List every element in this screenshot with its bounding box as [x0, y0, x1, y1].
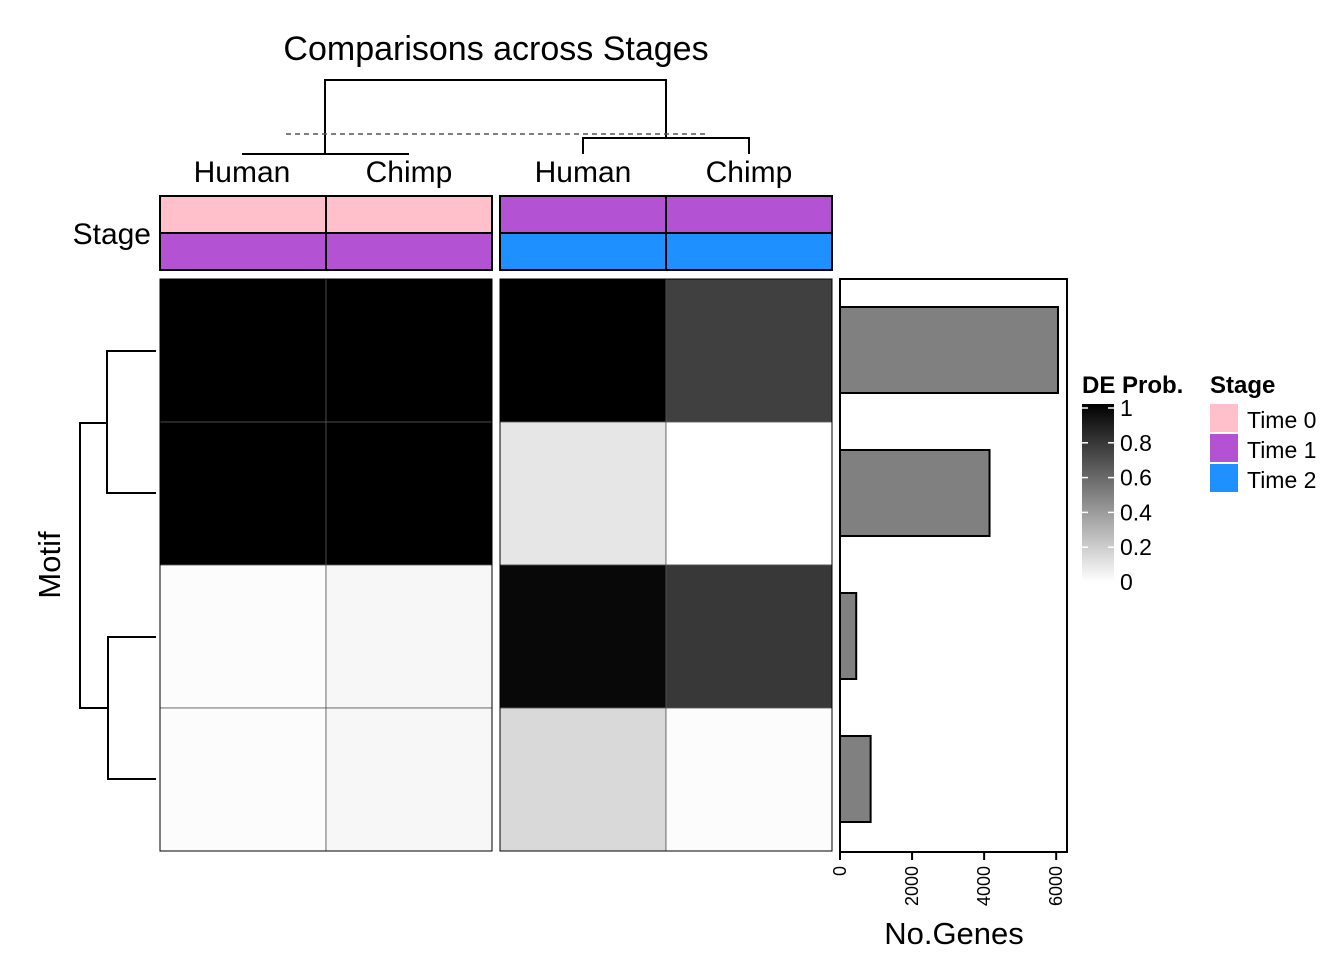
- heatmap-cell: [325, 564, 493, 709]
- stage-annotation-bottom-cell: [159, 232, 327, 271]
- de-prob-tick-label: 0: [1120, 569, 1133, 595]
- column-label-3: Human: [535, 156, 632, 189]
- stage-annotation-bottom-cell: [499, 232, 667, 271]
- heatmap-cell: [499, 421, 667, 566]
- de-prob-tick-label: 1: [1120, 395, 1133, 421]
- heatmap-cell: [325, 707, 493, 852]
- row-dendro-branch-bottom: [107, 636, 156, 780]
- stage-annotation-top-cell: [499, 195, 667, 234]
- col-dendro-branch-root: [324, 79, 667, 154]
- bar-x-tick-label: 6000: [1046, 866, 1066, 906]
- stage-annotation-bottom-cell: [665, 232, 833, 271]
- row-axis-label: Motif: [32, 531, 67, 599]
- heatmap-cell: [665, 564, 833, 709]
- heatmap-cell: [499, 564, 667, 709]
- heatmap-cell: [325, 278, 493, 423]
- stage-annotation-top-cell: [159, 195, 327, 234]
- stage-annotation: [159, 195, 833, 271]
- bar-x-axis: 0 2000 4000 6000: [830, 852, 1066, 906]
- heatmap-cell: [159, 564, 327, 709]
- heatmap-cell: [665, 278, 833, 423]
- col-dendro-branch-right: [582, 137, 750, 154]
- chart-title: Comparisons across Stages: [283, 30, 708, 68]
- bar-panel-frame: [839, 278, 1068, 853]
- row-dendro-branch-root: [79, 422, 108, 709]
- heatmap-cells: [159, 278, 833, 852]
- column-label-1: Human: [194, 156, 291, 189]
- bar-x-axis-label: No.Genes: [884, 916, 1024, 951]
- heatmap-slice-left-border: [159, 278, 493, 852]
- heatmap-cell: [159, 278, 327, 423]
- column-dendrogram: [242, 79, 750, 155]
- bar-series: [839, 306, 1059, 823]
- stage-legend-swatch: [1210, 434, 1238, 462]
- row-dendrogram: [79, 350, 156, 780]
- column-labels: Human Chimp Human Chimp: [194, 156, 793, 189]
- heatmap-cell: [499, 707, 667, 852]
- de-prob-colorbar: [1082, 404, 1114, 582]
- bar: [839, 592, 858, 680]
- column-label-2: Chimp: [366, 156, 453, 189]
- stage-annotation-top-cell: [665, 195, 833, 234]
- stage-legend-label: Time 0: [1247, 407, 1316, 433]
- bar: [839, 735, 872, 823]
- de-prob-ticks: 1 0.8 0.6 0.4 0.2 0: [1082, 395, 1152, 595]
- bar-x-tick-label: 4000: [974, 866, 994, 906]
- stage-legend-swatch: [1210, 464, 1238, 492]
- de-prob-tick-label: 0.6: [1120, 465, 1152, 491]
- de-prob-legend: DE Prob. 1 0.8 0.6 0.4 0.2 0: [1082, 372, 1183, 595]
- heatmap-cell: [665, 421, 833, 566]
- bar-x-tick-label: 0: [830, 866, 850, 876]
- stage-legend-swatch: [1210, 404, 1238, 432]
- stage-legend: Stage Time 0 Time 1 Time 2: [1210, 372, 1316, 493]
- stage-annotation-top-cell: [325, 195, 493, 234]
- column-label-4: Chimp: [706, 156, 793, 189]
- bar: [839, 449, 991, 537]
- heatmap-slice-right-border: [499, 278, 833, 852]
- heatmap-cell: [499, 278, 667, 423]
- row-dendro-branch-top: [106, 350, 156, 494]
- de-prob-tick-label: 0.4: [1120, 499, 1152, 525]
- de-prob-tick-label: 0.8: [1120, 430, 1152, 456]
- de-prob-legend-title: DE Prob.: [1082, 372, 1183, 399]
- heatmap-cell: [159, 421, 327, 566]
- bar-x-tick-label: 2000: [902, 866, 922, 906]
- heatmap-cell: [159, 707, 327, 852]
- bar: [839, 306, 1059, 394]
- stage-annotation-label: Stage: [73, 218, 151, 251]
- stage-legend-title: Stage: [1210, 372, 1275, 399]
- stage-legend-label: Time 1: [1247, 437, 1316, 463]
- heatmap-cell: [325, 421, 493, 566]
- de-prob-tick-label: 0.2: [1120, 534, 1152, 560]
- heatmap-cell: [665, 707, 833, 852]
- stage-legend-label: Time 2: [1247, 467, 1316, 493]
- stage-annotation-bottom-cell: [325, 232, 493, 271]
